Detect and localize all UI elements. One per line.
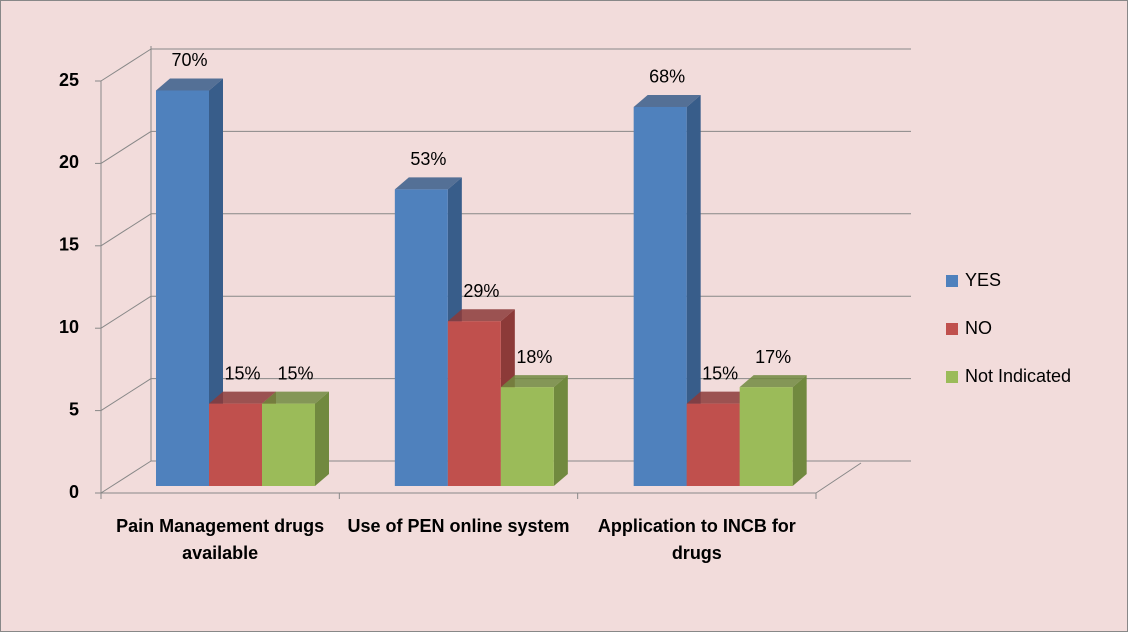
x-tick-label: Use of PEN online system <box>347 516 570 536</box>
bar <box>739 387 793 486</box>
grid-line <box>100 48 152 82</box>
data-label: 15% <box>702 363 738 383</box>
data-label: 68% <box>649 67 685 87</box>
bar-side <box>686 94 701 487</box>
bar <box>209 403 262 486</box>
legend-swatch <box>946 275 958 287</box>
data-label: 17% <box>755 347 791 367</box>
grid-line <box>100 378 152 412</box>
y-tick-label: 10 <box>59 317 79 337</box>
x-tick-label: Pain Management drugs available <box>116 516 325 563</box>
legend-swatch <box>946 371 958 383</box>
bar-side <box>553 375 568 486</box>
bar-top <box>156 78 223 91</box>
data-label: 18% <box>516 347 552 367</box>
bar-top <box>686 391 754 404</box>
bar-side <box>209 78 223 486</box>
bar-top <box>500 375 568 388</box>
y-tick-label: 20 <box>59 152 79 172</box>
bar-side <box>315 391 329 486</box>
y-tick-label: 0 <box>69 482 79 502</box>
data-label: 29% <box>463 281 499 301</box>
bar <box>633 106 687 487</box>
bar <box>500 387 554 486</box>
data-label: 15% <box>277 363 313 383</box>
bar <box>686 403 740 486</box>
y-tick-label: 5 <box>69 399 79 419</box>
data-label: 70% <box>171 50 207 70</box>
grid-line <box>100 295 152 329</box>
bar <box>262 403 315 486</box>
legend-label: NO <box>965 318 992 338</box>
bar-top <box>209 391 276 404</box>
bar-top <box>633 94 701 107</box>
grid-line <box>100 130 152 164</box>
y-tick-label: 15 <box>59 235 79 255</box>
bar-top <box>739 375 807 388</box>
y-tick-label: 25 <box>59 70 79 90</box>
data-label: 53% <box>410 149 446 169</box>
floor-right <box>815 462 862 494</box>
bar <box>394 189 448 487</box>
legend-label: Not Indicated <box>965 366 1071 386</box>
bar-side <box>792 375 807 486</box>
bar-top <box>447 309 515 322</box>
bar-top <box>394 177 462 190</box>
bar <box>156 90 209 486</box>
data-label: 15% <box>224 363 260 383</box>
grid-line <box>100 460 152 494</box>
legend-swatch <box>946 323 958 335</box>
grid-line <box>100 213 152 247</box>
bar <box>447 321 501 486</box>
bar-top <box>262 391 329 404</box>
x-tick-label: Application to INCB for drugs <box>597 516 796 563</box>
legend-label: YES <box>965 270 1001 290</box>
